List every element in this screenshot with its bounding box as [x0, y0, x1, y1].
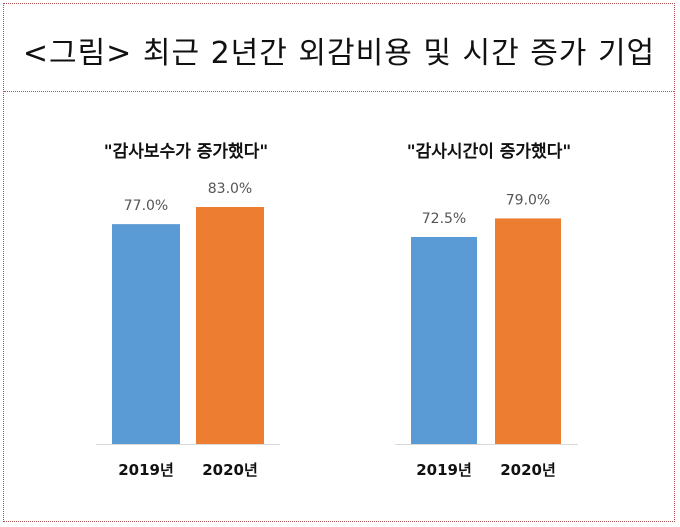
chart-title: "감사시간이 증가했다"	[407, 141, 571, 162]
data-label: 83.0%	[208, 181, 252, 197]
data-label: 72.5%	[422, 211, 466, 227]
chart-audit-hours: "감사시간이 증가했다" 72.5% 2019년 79.0% 2020년	[395, 141, 578, 479]
data-label: 77.0%	[124, 198, 168, 214]
data-label: 79.0%	[506, 192, 550, 208]
page-title: <그림> 최근 2년간 외감비용 및 시간 증가 기업	[22, 36, 656, 71]
x-tick-label: 2020년	[202, 461, 258, 479]
title-band: <그림> 최근 2년간 외감비용 및 시간 증가 기업	[4, 4, 674, 92]
bar-2019년	[112, 224, 180, 444]
bar-2020년	[196, 207, 264, 444]
bar-2019년	[411, 236, 477, 444]
x-tick-label: 2019년	[118, 461, 174, 479]
x-tick-label: 2020년	[500, 461, 556, 479]
bar-2020년	[495, 218, 561, 444]
chart-title: "감사보수가 증가했다"	[104, 141, 268, 162]
x-tick-label: 2019년	[416, 461, 472, 479]
chart-audit-fee: "감사보수가 증가했다" 77.0% 2019년 83.0% 2020년	[96, 141, 280, 479]
figure-frame: <그림> 최근 2년간 외감비용 및 시간 증가 기업	[3, 3, 675, 522]
